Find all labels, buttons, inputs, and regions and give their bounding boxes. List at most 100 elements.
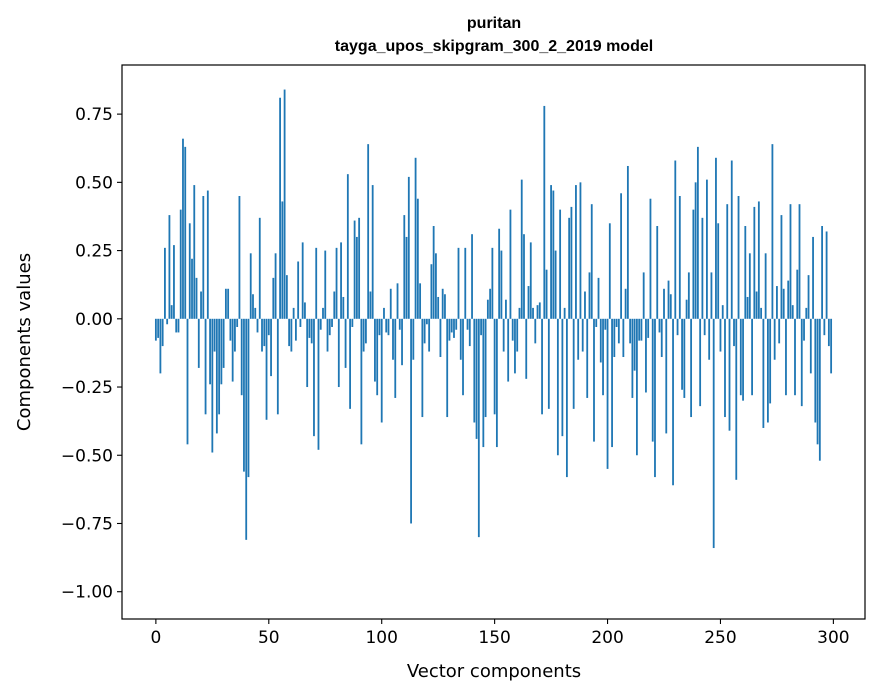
bar-218 <box>647 318 650 338</box>
bar-297 <box>825 231 828 319</box>
bar-104 <box>389 288 392 319</box>
bar-129 <box>446 318 449 418</box>
bar-10 <box>177 318 180 333</box>
bar-265 <box>753 206 756 319</box>
bar-191 <box>586 318 589 398</box>
bar-222 <box>656 226 659 319</box>
bar-288 <box>805 307 808 319</box>
bar-1 <box>157 318 160 338</box>
bar-236 <box>687 272 690 319</box>
bar-205 <box>617 318 620 344</box>
bar-253 <box>726 204 729 319</box>
bar-27 <box>215 318 218 434</box>
bar-70 <box>313 318 315 437</box>
bar-134 <box>457 247 460 319</box>
bar-68 <box>308 318 311 338</box>
bar-100 <box>380 318 383 423</box>
bar-11 <box>179 209 182 319</box>
bar-279 <box>785 318 787 396</box>
bar-244 <box>706 179 708 319</box>
bar-130 <box>448 318 451 341</box>
bar-57 <box>283 89 286 319</box>
bar-102 <box>385 318 388 333</box>
x-tick-label: 50 <box>258 628 280 648</box>
bar-281 <box>789 204 792 319</box>
plot-frame <box>121 64 866 620</box>
bar-278 <box>782 288 785 319</box>
bar-62 <box>294 318 297 341</box>
bar-14 <box>186 318 189 445</box>
bar-299 <box>830 318 833 374</box>
bar-235 <box>685 299 688 319</box>
bar-269 <box>762 318 765 428</box>
bar-186 <box>575 185 577 319</box>
bar-55 <box>279 97 281 319</box>
bar-195 <box>595 318 598 327</box>
bar-73 <box>319 318 322 330</box>
bar-8 <box>173 245 175 319</box>
bar-12 <box>182 138 184 319</box>
bar-197 <box>599 318 602 363</box>
bar-215 <box>640 318 643 341</box>
bar-239 <box>694 182 697 319</box>
bar-20 <box>200 291 202 319</box>
bar-125 <box>437 296 440 319</box>
bar-224 <box>660 318 663 358</box>
bar-147 <box>486 299 489 319</box>
y-tick-label: −1.00 <box>61 583 113 603</box>
bar-101 <box>383 307 385 319</box>
bar-223 <box>658 318 661 333</box>
bar-276 <box>778 318 781 344</box>
bar-250 <box>719 318 722 352</box>
bar-165 <box>527 286 530 319</box>
bar-262 <box>746 296 749 319</box>
y-tick-label: −0.50 <box>61 446 113 466</box>
bar-30 <box>222 318 225 368</box>
bar-51 <box>270 318 272 377</box>
bar-88 <box>353 220 356 319</box>
bar-249 <box>717 223 720 319</box>
bar-115 <box>414 157 417 319</box>
bar-257 <box>735 318 738 480</box>
bar-246 <box>710 272 713 319</box>
bar-56 <box>281 201 284 319</box>
bar-80 <box>335 247 338 319</box>
bar-242 <box>701 217 704 319</box>
x-tick-label: 0 <box>150 628 161 648</box>
bar-180 <box>561 318 564 437</box>
bar-19 <box>197 318 200 368</box>
bar-78 <box>331 318 333 327</box>
bar-94 <box>367 144 370 319</box>
bar-187 <box>577 318 580 360</box>
bar-203 <box>613 318 616 358</box>
bar-135 <box>459 318 462 360</box>
bar-29 <box>220 318 223 385</box>
y-axis-label: Components values <box>14 253 35 431</box>
bar-268 <box>760 307 763 319</box>
bar-292 <box>814 318 817 423</box>
bar-232 <box>678 196 681 319</box>
bar-228 <box>669 294 672 319</box>
bar-118 <box>421 318 424 418</box>
bar-89 <box>355 236 358 319</box>
bar-238 <box>692 209 695 319</box>
bar-22 <box>204 318 207 415</box>
y-tick-label: −0.75 <box>61 514 113 534</box>
bar-263 <box>748 253 751 319</box>
bar-209 <box>626 165 629 319</box>
bar-141 <box>473 318 476 423</box>
bar-293 <box>816 318 819 445</box>
x-tick-label: 250 <box>704 628 736 648</box>
bar-106 <box>394 318 397 398</box>
bar-181 <box>563 307 566 319</box>
bar-270 <box>764 253 767 319</box>
bar-198 <box>602 318 604 396</box>
bar-185 <box>572 318 575 409</box>
bar-133 <box>455 318 458 330</box>
y-tick-label: 0.50 <box>75 173 113 193</box>
bar-82 <box>340 242 342 319</box>
bar-280 <box>787 280 790 319</box>
bar-151 <box>495 318 498 448</box>
y-tick-label: 0.75 <box>75 105 113 125</box>
